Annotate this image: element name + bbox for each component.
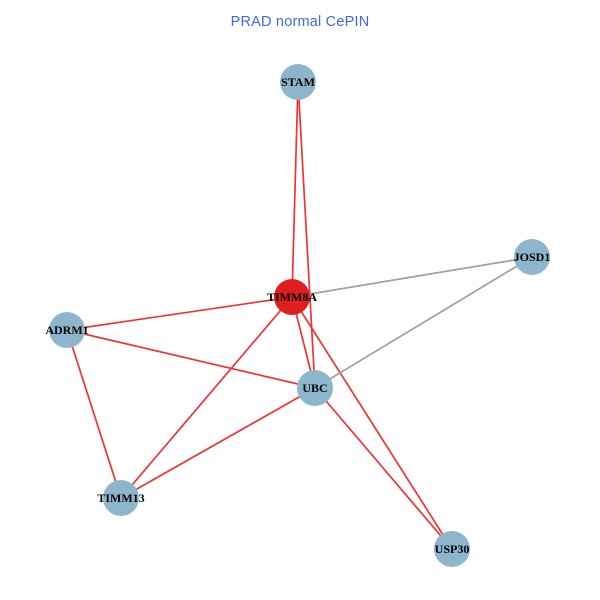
edge-TIMM8A-JOSD1: [291, 256, 533, 298]
node-label-TIMM8A: TIMM8A: [267, 290, 317, 304]
node-label-ADRM1: ADRM1: [45, 323, 88, 337]
node-ADRM1: [49, 312, 85, 348]
plot-title: PRAD normal CePIN: [230, 14, 370, 30]
edge-ADRM1-TIMM13: [66, 329, 122, 499]
node-TIMM13: [103, 480, 139, 516]
node-label-USP30: USP30: [435, 542, 470, 556]
edge-ADRM1-UBC: [66, 329, 316, 389]
edge-TIMM8A-TIMM13: [120, 296, 293, 499]
edge-UBC-USP30: [314, 387, 453, 550]
edge-UBC-JOSD1: [314, 256, 533, 389]
edge-UBC-TIMM13: [120, 387, 316, 499]
node-TIMM8A: [274, 279, 310, 315]
edge-STAM-TIMM8A: [291, 81, 299, 298]
edge-TIMM8A-ADRM1: [66, 296, 293, 331]
node-label-STAM: STAM: [281, 75, 315, 89]
node-USP30: [434, 531, 470, 567]
edge-STAM-UBC: [297, 81, 316, 389]
edge-TIMM8A-USP30: [291, 296, 453, 550]
node-UBC: [297, 370, 333, 406]
node-label-UBC: UBC: [302, 381, 327, 395]
node-JOSD1: [514, 239, 550, 275]
node-STAM: [280, 64, 316, 100]
node-label-JOSD1: JOSD1: [514, 250, 551, 264]
node-label-TIMM13: TIMM13: [97, 491, 144, 505]
